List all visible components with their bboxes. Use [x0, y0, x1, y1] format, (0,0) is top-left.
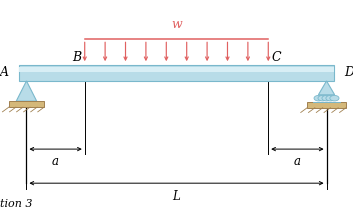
Text: L: L — [173, 190, 180, 203]
Text: a: a — [294, 155, 301, 168]
Text: B: B — [72, 51, 81, 64]
Text: D: D — [344, 66, 353, 79]
Circle shape — [318, 95, 327, 101]
Bar — [19, 65, 334, 81]
Text: w: w — [171, 18, 182, 31]
Bar — [19, 66, 334, 72]
Circle shape — [330, 95, 339, 101]
Circle shape — [322, 95, 331, 101]
Circle shape — [326, 95, 335, 101]
Bar — [9, 101, 44, 107]
Text: a: a — [52, 155, 59, 168]
Text: C: C — [272, 51, 281, 64]
Polygon shape — [318, 81, 335, 95]
Circle shape — [314, 95, 323, 101]
Text: A: A — [0, 66, 9, 79]
Bar — [307, 102, 346, 108]
Text: tion 3: tion 3 — [0, 199, 32, 209]
Polygon shape — [16, 81, 37, 101]
